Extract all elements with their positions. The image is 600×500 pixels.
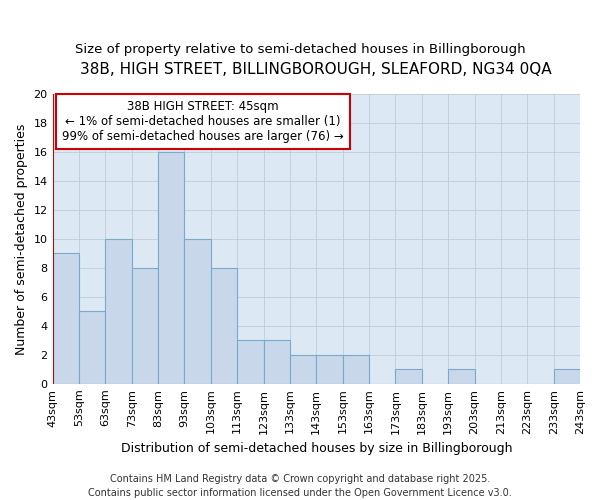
Bar (237, 340, 263, 384)
Text: Contains HM Land Registry data © Crown copyright and database right 2025.
Contai: Contains HM Land Registry data © Crown c… (88, 474, 512, 498)
X-axis label: Distribution of semi-detached houses by size in Billingborough: Distribution of semi-detached houses by … (121, 442, 512, 455)
Title: 38B, HIGH STREET, BILLINGBOROUGH, SLEAFORD, NG34 0QA: 38B, HIGH STREET, BILLINGBOROUGH, SLEAFO… (80, 62, 552, 78)
Bar (211, 268, 237, 384)
Bar (105, 239, 131, 384)
Y-axis label: Number of semi-detached properties: Number of semi-detached properties (15, 123, 28, 354)
Bar (53, 254, 79, 384)
Text: Size of property relative to semi-detached houses in Billingborough: Size of property relative to semi-detach… (74, 42, 526, 56)
Text: 38B HIGH STREET: 45sqm
← 1% of semi-detached houses are smaller (1)
99% of semi-: 38B HIGH STREET: 45sqm ← 1% of semi-deta… (62, 100, 344, 142)
Bar (263, 340, 290, 384)
Bar (554, 370, 580, 384)
Bar (131, 268, 158, 384)
Bar (158, 152, 184, 384)
Bar (79, 312, 105, 384)
Bar (290, 355, 316, 384)
Bar (184, 239, 211, 384)
Bar (316, 355, 343, 384)
Bar (448, 370, 475, 384)
Bar (343, 355, 369, 384)
Bar (395, 370, 422, 384)
